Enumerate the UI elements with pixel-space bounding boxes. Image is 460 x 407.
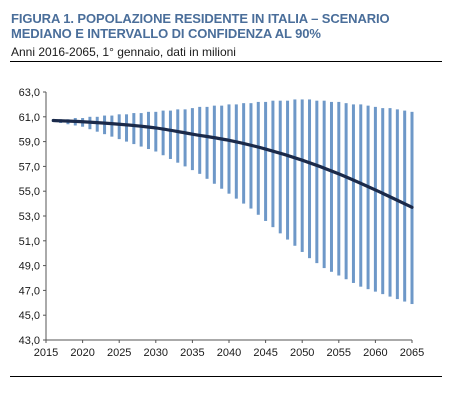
chart-subtitle: Anni 2016-2065, 1° gennaio, dati in mili… — [11, 45, 236, 59]
interval-bar — [103, 115, 107, 135]
interval-bar — [183, 109, 187, 167]
interval-bar — [344, 103, 348, 280]
y-tick-label: 63,0 — [19, 87, 40, 99]
interval-bar — [227, 104, 231, 194]
x-tick-label: 2055 — [327, 347, 351, 359]
y-tick-label: 57,0 — [19, 161, 40, 173]
interval-bar — [271, 100, 275, 228]
interval-bar — [322, 100, 326, 269]
confidence-interval-bars — [51, 99, 414, 305]
chart-axes — [43, 91, 413, 343]
y-tick-label: 59,0 — [19, 137, 40, 149]
interval-bar — [286, 100, 290, 240]
interval-bar — [315, 100, 319, 264]
interval-bar — [205, 106, 209, 179]
top-divider — [10, 61, 442, 62]
median-line — [51, 118, 414, 209]
x-tick-label: 2060 — [363, 347, 387, 359]
interval-bar — [278, 100, 282, 234]
interval-bar — [117, 114, 121, 140]
interval-bar — [125, 114, 129, 142]
chart-title: FIGURA 1. POPOLAZIONE RESIDENTE IN ITALI… — [11, 11, 390, 41]
interval-bar — [161, 110, 165, 156]
y-tick-label: 53,0 — [19, 211, 40, 223]
interval-bar — [256, 101, 260, 215]
interval-bar — [359, 104, 363, 287]
interval-bar — [176, 109, 180, 163]
interval-bar — [132, 113, 136, 145]
median-line-group — [51, 118, 414, 209]
x-tick-label: 2035 — [180, 347, 204, 359]
x-tick-label: 2025 — [107, 347, 131, 359]
interval-bar — [242, 103, 246, 204]
interval-bar — [220, 105, 224, 189]
y-tick-label: 43,0 — [19, 335, 40, 347]
tick-labels: 43,0 45,0 47,0 49,0 51,0 53,0 55,0 57,0 59,0 61,0… — [19, 87, 425, 359]
interval-bar — [190, 108, 194, 171]
interval-bar — [373, 106, 377, 292]
interval-bar — [403, 110, 407, 302]
interval-bar — [337, 101, 341, 276]
y-tick-label: 47,0 — [19, 285, 40, 297]
interval-bar — [300, 99, 304, 252]
y-tick-label: 51,0 — [19, 236, 40, 248]
interval-bar — [212, 105, 216, 184]
x-tick-label: 2015 — [34, 347, 58, 359]
x-tick-label: 2045 — [253, 347, 277, 359]
x-tick-label: 2050 — [290, 347, 314, 359]
interval-bar — [388, 108, 392, 297]
interval-bar — [146, 111, 150, 150]
interval-bar — [154, 111, 158, 152]
interval-bar — [249, 103, 253, 209]
y-tick-label: 55,0 — [19, 186, 40, 198]
interval-bar — [198, 106, 202, 174]
interval-bar — [234, 104, 238, 199]
interval-bar — [110, 115, 114, 137]
y-tick-label: 61,0 — [19, 112, 40, 124]
interval-bar — [293, 99, 297, 246]
x-tick-label: 2030 — [144, 347, 168, 359]
interval-bar — [351, 104, 355, 283]
interval-bar — [139, 113, 143, 147]
x-tick-label: 2020 — [70, 347, 94, 359]
bottom-divider — [10, 376, 442, 377]
interval-bar — [308, 99, 312, 259]
interval-bar — [366, 105, 370, 290]
interval-bar — [329, 101, 333, 272]
x-tick-label: 2065 — [400, 347, 424, 359]
x-tick-label: 2040 — [217, 347, 241, 359]
y-tick-label: 45,0 — [19, 310, 40, 322]
interval-bar — [264, 101, 268, 221]
interval-bar — [168, 110, 172, 159]
y-tick-label: 49,0 — [19, 261, 40, 273]
interval-bar — [395, 109, 399, 300]
interval-bar — [381, 108, 385, 295]
